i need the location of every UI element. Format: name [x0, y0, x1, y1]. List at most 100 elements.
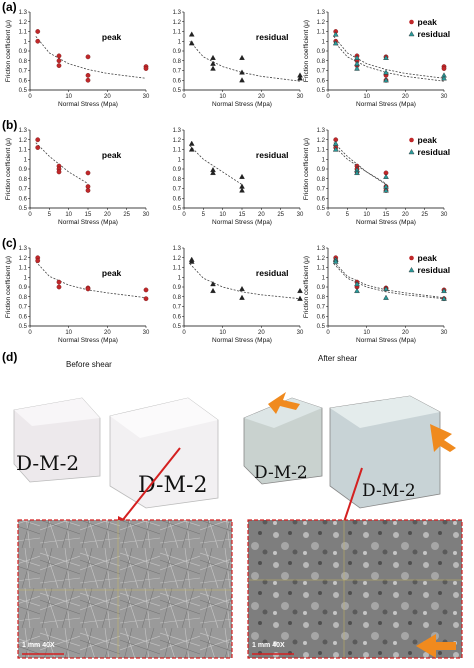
legend-marker-residual — [408, 266, 415, 273]
legend-label-residual: residual — [418, 265, 451, 275]
x-tick-label: 20 — [402, 94, 409, 100]
y-tick-label: 0.9 — [173, 167, 182, 173]
y-tick-label: 1.3 — [173, 128, 182, 134]
y-tick-label: 0.9 — [173, 49, 182, 55]
data-point-peak — [56, 284, 62, 290]
y-tick-label: 0.7 — [19, 69, 28, 75]
series-inline-label: peak — [102, 150, 122, 160]
y-tick-label: 1.3 — [173, 10, 182, 16]
data-point-peak — [85, 77, 91, 83]
sample-label-before-2: D-M-2 — [138, 473, 207, 498]
x-tick-label: 20 — [258, 330, 265, 336]
series-inline-label: peak — [102, 268, 122, 278]
data-point-peak — [56, 169, 62, 175]
y-tick-label: 1.1 — [317, 30, 326, 36]
chart-7: 0.5 0.6 0.7 0.8 0.9 1 1.1 1.2 1.3 0 10 20 30 Normal S… — [173, 246, 304, 344]
y-tick-label: 0.5 — [173, 88, 182, 94]
data-point-residual — [441, 295, 447, 301]
y-tick-label: 1.2 — [19, 20, 28, 26]
data-point-peak — [441, 66, 447, 71]
y-tick-label: 0.9 — [19, 285, 28, 291]
data-point-peak — [85, 286, 91, 292]
data-point-residual — [188, 146, 195, 152]
y-tick-label: 0.6 — [173, 196, 182, 202]
data-point-residual — [441, 75, 447, 81]
sample-label-before-1: D-M-2 — [16, 451, 79, 475]
data-point-residual — [210, 65, 216, 71]
x-tick-label: 0 — [326, 94, 330, 100]
data-point-peak — [35, 145, 41, 150]
x-tick-label: 20 — [104, 94, 111, 100]
series-inline-label: residual — [256, 268, 289, 278]
x-tick-label: 10 — [219, 330, 226, 336]
x-tick-label: 30 — [441, 330, 448, 336]
x-axis-label: Normal Stress (Mpa) — [356, 219, 416, 226]
data-point-residual — [332, 258, 339, 264]
data-point-peak — [56, 279, 62, 285]
x-axis-label: Normal Stress (Mpa) — [356, 101, 416, 108]
y-tick-label: 1.1 — [317, 148, 326, 154]
x-axis-label: Normal Stress (Mpa) — [58, 101, 118, 108]
x-tick-label: 15 — [239, 212, 246, 218]
y-tick-label: 0.8 — [317, 177, 326, 183]
y-axis-label: Friction coefficient (μ) — [5, 138, 12, 200]
y-tick-label: 0.8 — [19, 177, 28, 183]
y-tick-label: 0.8 — [317, 59, 326, 65]
data-point-residual — [441, 287, 447, 293]
y-tick-label: 0.5 — [19, 206, 28, 212]
y-tick-label: 0.6 — [19, 78, 28, 84]
x-tick-label: 30 — [297, 212, 304, 218]
x-tick-label: 30 — [297, 94, 304, 100]
data-point-residual — [332, 40, 339, 46]
data-point-residual — [383, 173, 389, 179]
x-tick-label: 10 — [65, 94, 72, 100]
data-point-residual — [210, 287, 216, 293]
y-tick-label: 1.2 — [19, 256, 28, 262]
fit-curve — [35, 261, 147, 299]
chart-0: 0.5 0.6 0.7 0.8 0.9 1 1.1 1.2 1.3 0 10 20 30 Normal S… — [5, 10, 150, 108]
data-point-residual — [239, 54, 245, 60]
x-tick-label: 10 — [219, 212, 226, 218]
y-tick-label: 1.1 — [19, 148, 28, 154]
data-point-residual — [188, 40, 195, 46]
data-point-residual — [239, 69, 245, 75]
data-point-residual — [210, 169, 216, 176]
data-point-residual — [297, 295, 303, 301]
y-tick-label: 0.8 — [173, 59, 182, 65]
y-tick-label: 1 — [24, 157, 28, 163]
y-tick-label: 0.6 — [317, 314, 326, 320]
x-axis-label: Normal Stress (Mpa) — [212, 337, 272, 344]
y-axis-label: Friction coefficient (μ) — [5, 256, 12, 318]
y-tick-label: 1.2 — [317, 20, 326, 26]
x-tick-label: 0 — [28, 94, 32, 100]
data-point-peak — [56, 63, 62, 68]
chart-6: 0.5 0.6 0.7 0.8 0.9 1 1.1 1.2 1.3 0 10 20 30 Normal S… — [5, 246, 150, 344]
y-tick-label: 0.6 — [19, 314, 28, 320]
chart-8: 0.5 0.6 0.7 0.8 0.9 1 1.1 1.2 1.3 0 10 20 30 Normal S… — [303, 246, 450, 344]
y-tick-label: 0.5 — [19, 324, 28, 330]
fit-curve — [35, 36, 147, 79]
after-orange-arrow-left — [268, 392, 300, 414]
fit-curve — [189, 145, 243, 185]
y-tick-label: 1.3 — [19, 128, 28, 134]
x-tick-label: 0 — [28, 212, 32, 218]
y-tick-label: 1.1 — [173, 266, 182, 272]
x-axis-label: Normal Stress (Mpa) — [212, 219, 272, 226]
data-point-peak — [35, 137, 41, 143]
data-point-residual — [239, 294, 245, 300]
panel-label-a: (a) — [2, 0, 17, 14]
y-tick-label: 1 — [322, 275, 326, 281]
y-tick-label: 0.5 — [317, 324, 326, 330]
data-point-residual — [297, 75, 303, 81]
chart-1: 0.5 0.6 0.7 0.8 0.9 1 1.1 1.2 1.3 0 10 20 30 Normal S… — [173, 10, 304, 108]
chart-4: 0.5 0.6 0.7 0.8 0.9 1 1.1 1.2 1.3 0 5 10 15 20 25 30 Nor… — [173, 128, 304, 226]
y-tick-label: 0.6 — [173, 78, 182, 84]
y-tick-label: 1.2 — [317, 138, 326, 144]
y-tick-label: 1.2 — [317, 256, 326, 262]
fit-curve — [333, 145, 387, 185]
y-tick-label: 1 — [178, 157, 182, 163]
data-point-residual — [332, 31, 339, 37]
y-tick-label: 0.9 — [317, 49, 326, 55]
y-tick-label: 0.9 — [317, 167, 326, 173]
x-tick-label: 30 — [297, 330, 304, 336]
